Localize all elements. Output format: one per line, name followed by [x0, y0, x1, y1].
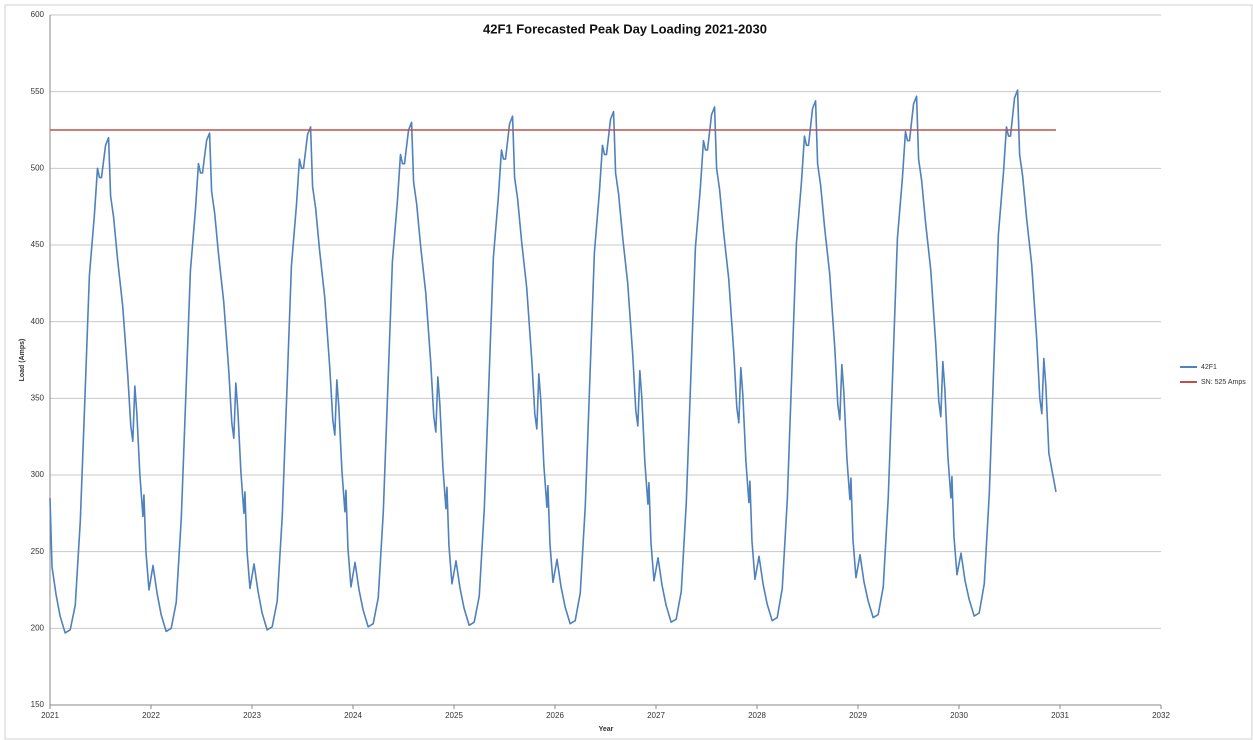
- x-tick-label: 2027: [647, 711, 665, 720]
- x-tick-label: 2029: [849, 711, 867, 720]
- x-tick-label: 2026: [546, 711, 564, 720]
- x-tick-label: 2022: [142, 711, 160, 720]
- y-tick-label: 400: [31, 317, 45, 326]
- y-tick-label: 200: [31, 623, 45, 632]
- x-tick-label: 2024: [344, 711, 362, 720]
- x-tick-label: 2031: [1051, 711, 1069, 720]
- y-tick-label: 450: [31, 240, 45, 249]
- x-tick-label: 2023: [243, 711, 261, 720]
- y-tick-label: 550: [31, 87, 45, 96]
- legend-label: 42F1: [1201, 364, 1217, 371]
- legend-label: SN: 525 Amps: [1201, 379, 1246, 386]
- y-tick-label: 350: [31, 393, 45, 402]
- chart-title: 42F1 Forecasted Peak Day Loading 2021-20…: [483, 21, 767, 36]
- chart-frame: [4, 4, 1253, 740]
- y-tick-label: 500: [31, 163, 45, 172]
- x-tick-label: 2028: [748, 711, 766, 720]
- x-tick-label: 2021: [41, 711, 59, 720]
- series-line: [49, 89, 1057, 634]
- x-tick-label: 2032: [1152, 711, 1170, 720]
- x-tick-label: 2025: [445, 711, 463, 720]
- y-tick-label: 150: [31, 700, 45, 709]
- y-tick-label: 300: [31, 470, 45, 479]
- y-tick-label: 600: [31, 10, 45, 19]
- x-axis-label: Year: [599, 726, 614, 733]
- x-tick-label: 2030: [950, 711, 968, 720]
- y-tick-label: 250: [31, 547, 45, 556]
- y-axis-label: Load (Amps): [19, 339, 26, 382]
